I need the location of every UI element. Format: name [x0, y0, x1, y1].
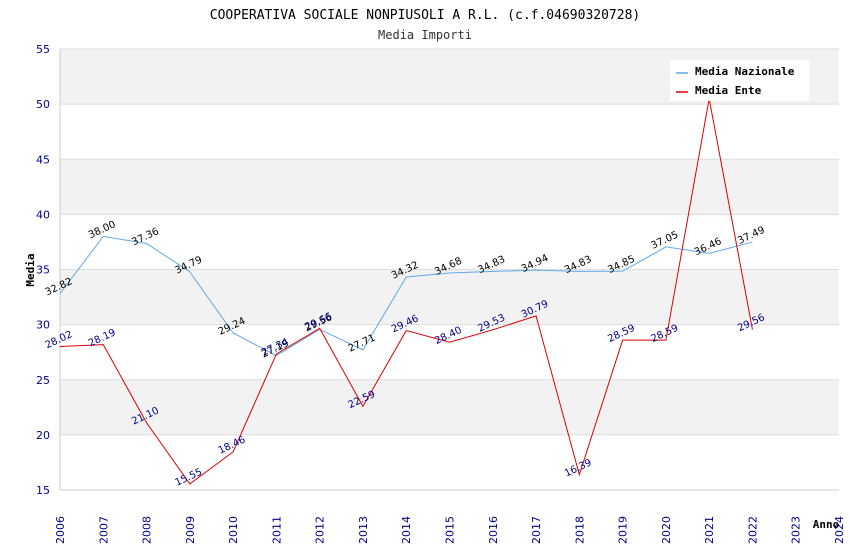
x-tick-label: 2013: [357, 516, 370, 544]
x-tick-label: 2016: [487, 516, 500, 544]
legend-box: [670, 60, 809, 101]
y-tick-label: 55: [36, 43, 50, 56]
background-bands: [60, 49, 839, 490]
x-tick-label: 2014: [400, 516, 413, 544]
background-band: [60, 379, 839, 435]
legend-label-media-nazionale: Media Nazionale: [695, 65, 795, 78]
series-lines: [59, 98, 753, 485]
background-band: [60, 214, 839, 270]
x-tick-label: 2007: [97, 516, 110, 544]
x-tick-label: 2006: [54, 516, 67, 544]
background-band: [60, 269, 839, 325]
x-tick-label: 2010: [227, 516, 240, 544]
background-band: [60, 434, 839, 490]
gridlines: [59, 48, 839, 491]
legend-label-media-ente: Media Ente: [695, 84, 762, 97]
y-tick-label: 40: [36, 208, 50, 221]
x-tick-label: 2022: [746, 516, 759, 544]
x-tick-label: 2020: [660, 516, 673, 544]
legend: Media Nazionale Media Ente: [670, 60, 809, 101]
x-tick-label: 2008: [141, 516, 154, 544]
y-tick-labels: 15 20 25 30 35 40 45 50 55: [36, 43, 50, 497]
y-tick-label: 35: [36, 264, 50, 277]
background-band: [60, 324, 839, 380]
chart-title: COOPERATIVA SOCIALE NONPIUSOLI A R.L. (c…: [210, 8, 640, 23]
series-line-media-ente: [59, 98, 753, 485]
x-tick-label: 2021: [703, 516, 716, 544]
y-tick-label: 20: [36, 429, 50, 442]
x-tick-label: 2019: [617, 516, 630, 544]
x-tick-label: 2015: [444, 516, 457, 544]
x-tick-label: 2017: [530, 516, 543, 544]
x-tick-label: 2009: [184, 516, 197, 544]
series-line-media-nazionale: [59, 235, 753, 357]
x-tick-label: 2024: [833, 516, 846, 544]
y-tick-label: 25: [36, 374, 50, 387]
background-band: [60, 159, 839, 215]
background-band: [60, 104, 839, 160]
x-tick-labels: 2006 2007 2008 2009 2010 2011 2012 2013 2014 2015…: [54, 516, 846, 544]
y-tick-label: 50: [36, 98, 50, 111]
y-tick-label: 15: [36, 484, 50, 497]
x-tick-label: 2018: [573, 516, 586, 544]
y-tick-label: 45: [36, 153, 50, 166]
x-tick-label: 2012: [314, 516, 327, 544]
x-axis-label: Anno: [813, 518, 840, 531]
y-tick-label: 30: [36, 319, 50, 332]
chart-subtitle: Media Importi: [378, 28, 472, 42]
x-tick-label: 2023: [790, 516, 803, 544]
y-axis-label: Media: [24, 253, 37, 286]
x-tick-label: 2011: [270, 516, 283, 544]
